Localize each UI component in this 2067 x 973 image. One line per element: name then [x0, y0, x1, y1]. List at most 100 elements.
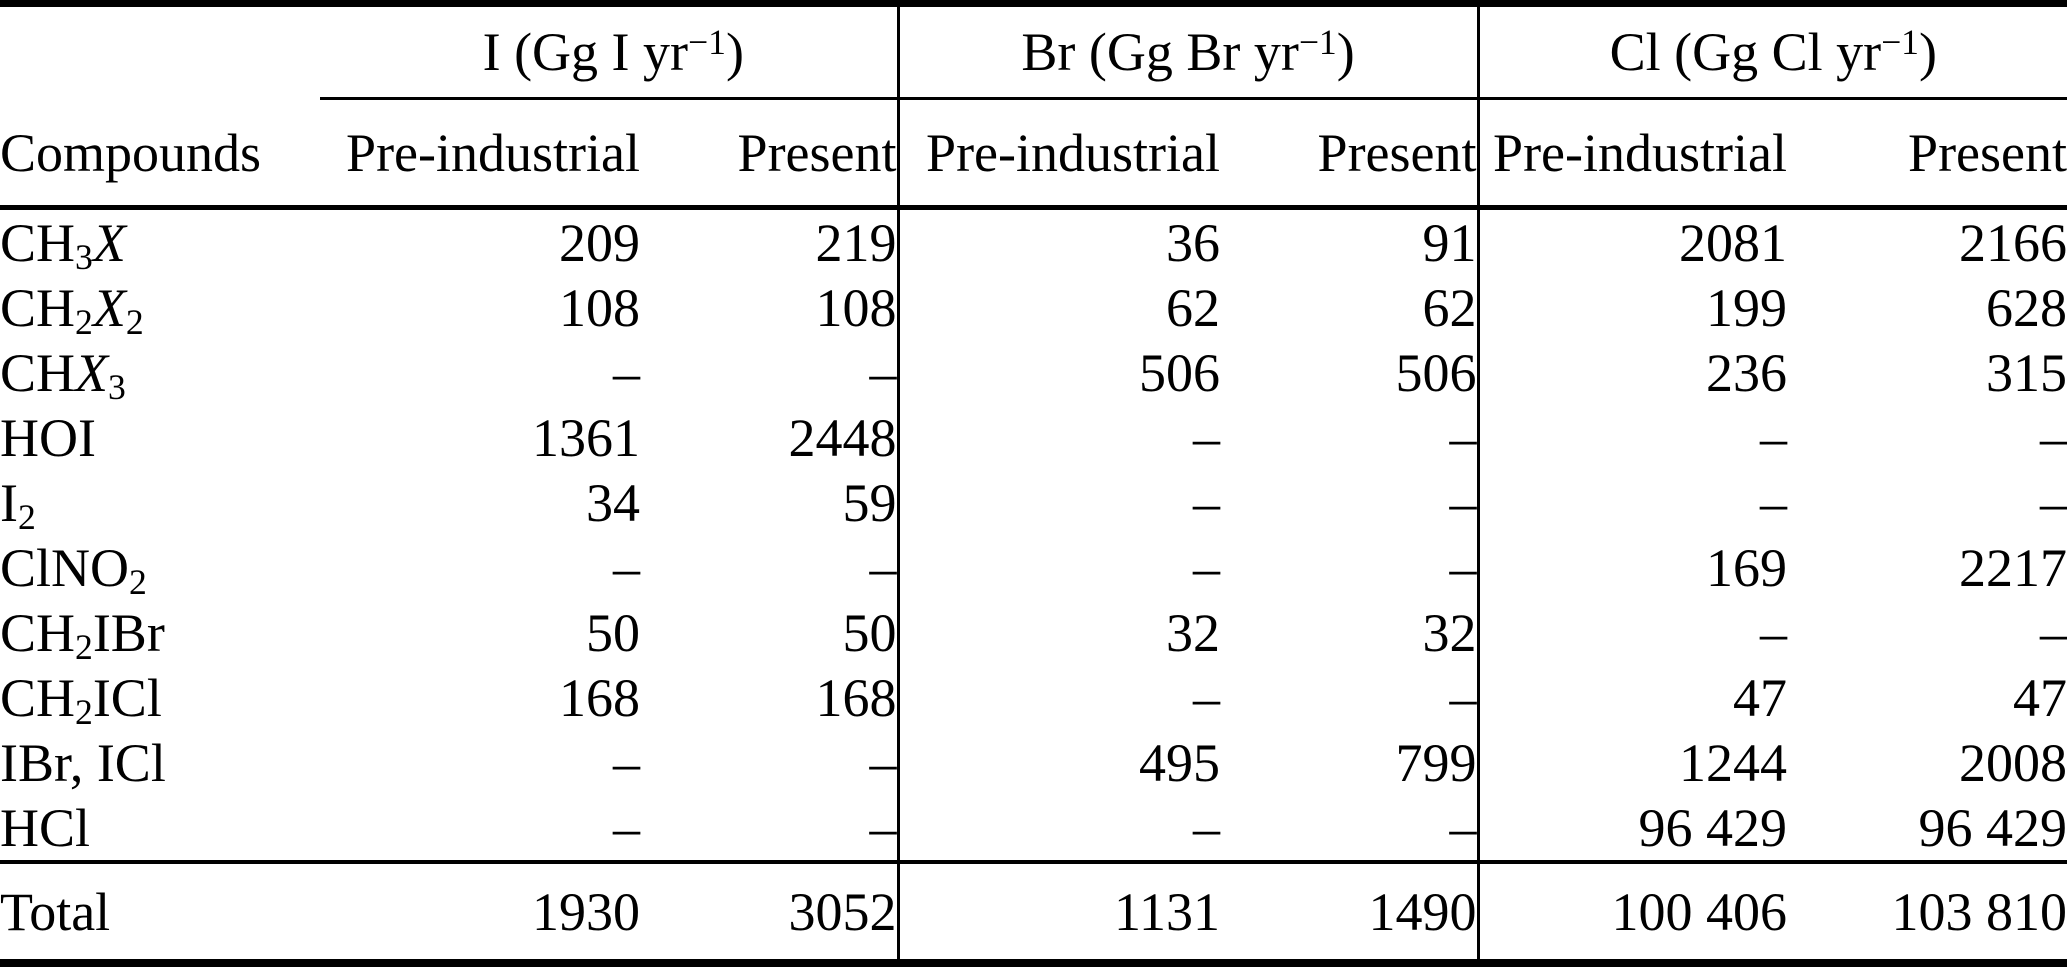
- table-row: CH3X 209 219 36 91 2081 2166: [0, 210, 2067, 275]
- col-header-br-present: Present: [1220, 100, 1480, 205]
- cell-value: 1361: [532, 407, 640, 468]
- cell-value: 219: [640, 210, 900, 275]
- cell-value: –: [2040, 602, 2067, 663]
- header-rule: [0, 205, 2067, 210]
- cell-value: 1244: [1679, 732, 1787, 793]
- column-header-row: Compounds Pre-industrial Present Pre-ind…: [0, 100, 2067, 205]
- cell-value: –: [1193, 667, 1220, 728]
- total-row: Total 1930 3052 1131 1490 100 406 103 81…: [0, 864, 2067, 959]
- group-header-bromine: Br (Gg Br yr−1): [898, 7, 1480, 97]
- cell-value: 2217: [1959, 537, 2067, 598]
- cell-value: –: [640, 730, 900, 795]
- total-value: 1930: [532, 881, 640, 942]
- table-row: I2 34 59 – – – –: [0, 470, 2067, 535]
- cell-value: –: [1193, 472, 1220, 533]
- bottom-rule: [0, 959, 2067, 967]
- cell-value: –: [1220, 665, 1480, 730]
- cell-value: 96 429: [1918, 797, 2067, 858]
- cell-value: –: [1220, 470, 1480, 535]
- cell-value: –: [613, 732, 640, 793]
- compound-name: CH3X: [0, 212, 126, 277]
- cell-value: 199: [1706, 277, 1787, 338]
- cell-value: 108: [559, 277, 640, 338]
- cell-value: –: [1220, 795, 1480, 860]
- compound-name: CH2X2: [0, 277, 144, 342]
- compound-name: HOI: [0, 407, 96, 468]
- cell-value: –: [1760, 602, 1787, 663]
- cell-value: –: [1193, 537, 1220, 598]
- cell-value: 506: [1139, 342, 1220, 403]
- total-separator-rule: [0, 860, 2067, 864]
- cell-value: 799: [1220, 730, 1480, 795]
- total-value: 1490: [1220, 864, 1480, 959]
- top-rule: [0, 0, 2067, 7]
- cell-value: 2448: [640, 405, 900, 470]
- cell-value: 168: [559, 667, 640, 728]
- compound-name: CHX3: [0, 342, 126, 407]
- group-header-row: I (Gg I yr−1) Br (Gg Br yr−1) Cl (Gg Cl …: [0, 7, 2067, 97]
- cell-value: 495: [1139, 732, 1220, 793]
- compound-name: I2: [0, 472, 36, 537]
- cell-value: 34: [586, 472, 640, 533]
- total-value: 103 810: [1891, 881, 2067, 942]
- cell-value: 50: [586, 602, 640, 663]
- cell-value: 2081: [1679, 212, 1787, 273]
- cell-value: 59: [640, 470, 900, 535]
- cell-value: 62: [1220, 275, 1480, 340]
- cell-value: 62: [1166, 277, 1220, 338]
- col-header-cl-preindustrial: Pre-industrial: [1493, 122, 1787, 183]
- col-header-br-preindustrial: Pre-industrial: [926, 122, 1220, 183]
- cell-value: 96 429: [1638, 797, 1788, 858]
- group-header-underline: [320, 97, 2067, 100]
- cell-value: –: [613, 797, 640, 858]
- group-header-iodine: I (Gg I yr−1): [330, 7, 900, 97]
- cell-value: 169: [1706, 537, 1787, 598]
- cell-value: 209: [559, 212, 640, 273]
- cell-value: 91: [1220, 210, 1480, 275]
- col-header-i-present: Present: [640, 100, 900, 205]
- group-header-chlorine: Cl (Gg Cl yr−1): [1609, 21, 1937, 82]
- total-label: Total: [0, 881, 111, 942]
- table-row: CH2X2 108 108 62 62 199 628: [0, 275, 2067, 340]
- cell-value: 236: [1706, 342, 1787, 403]
- compound-name: CH2IBr: [0, 602, 165, 667]
- compound-name: IBr, ICl: [0, 732, 166, 793]
- cell-value: –: [2040, 472, 2067, 533]
- cell-value: –: [1760, 407, 1787, 468]
- cell-value: –: [640, 535, 900, 600]
- table-body: CH3X 209 219 36 91 2081 2166 CH2X2 108 1…: [0, 210, 2067, 860]
- table-row: ClNO2 – – – – 169 2217: [0, 535, 2067, 600]
- cell-value: 32: [1166, 602, 1220, 663]
- table-row: CH2ICl 168 168 – – 47 47: [0, 665, 2067, 730]
- cell-value: 108: [640, 275, 900, 340]
- cell-value: –: [1193, 407, 1220, 468]
- table-row: CH2IBr 50 50 32 32 – –: [0, 600, 2067, 665]
- cell-value: 315: [1986, 342, 2067, 403]
- compound-name: CH2ICl: [0, 667, 162, 732]
- cell-value: –: [1760, 472, 1787, 533]
- cell-value: 36: [1166, 212, 1220, 273]
- cell-value: 50: [640, 600, 900, 665]
- cell-value: –: [1193, 797, 1220, 858]
- total-value: 1131: [1114, 881, 1220, 942]
- group-header-spacer: [0, 7, 330, 97]
- cell-value: 47: [2013, 667, 2067, 728]
- cell-value: 628: [1986, 277, 2067, 338]
- cell-value: 2166: [1959, 212, 2067, 273]
- col-header-i-preindustrial: Pre-industrial: [346, 122, 640, 183]
- table-row: HOI 1361 2448 – – – –: [0, 405, 2067, 470]
- compounds-header: Compounds: [0, 122, 262, 183]
- cell-value: 2008: [1959, 732, 2067, 793]
- cell-value: –: [613, 537, 640, 598]
- cell-value: 168: [640, 665, 900, 730]
- cell-value: –: [640, 340, 900, 405]
- compound-name: ClNO2: [0, 537, 147, 602]
- cell-value: –: [2040, 407, 2067, 468]
- cell-value: 32: [1220, 600, 1480, 665]
- table-row: IBr, ICl – – 495 799 1244 2008: [0, 730, 2067, 795]
- cell-value: –: [1220, 405, 1480, 470]
- cell-value: 506: [1220, 340, 1480, 405]
- table-row: HCl – – – – 96 429 96 429: [0, 795, 2067, 860]
- cell-value: –: [1220, 535, 1480, 600]
